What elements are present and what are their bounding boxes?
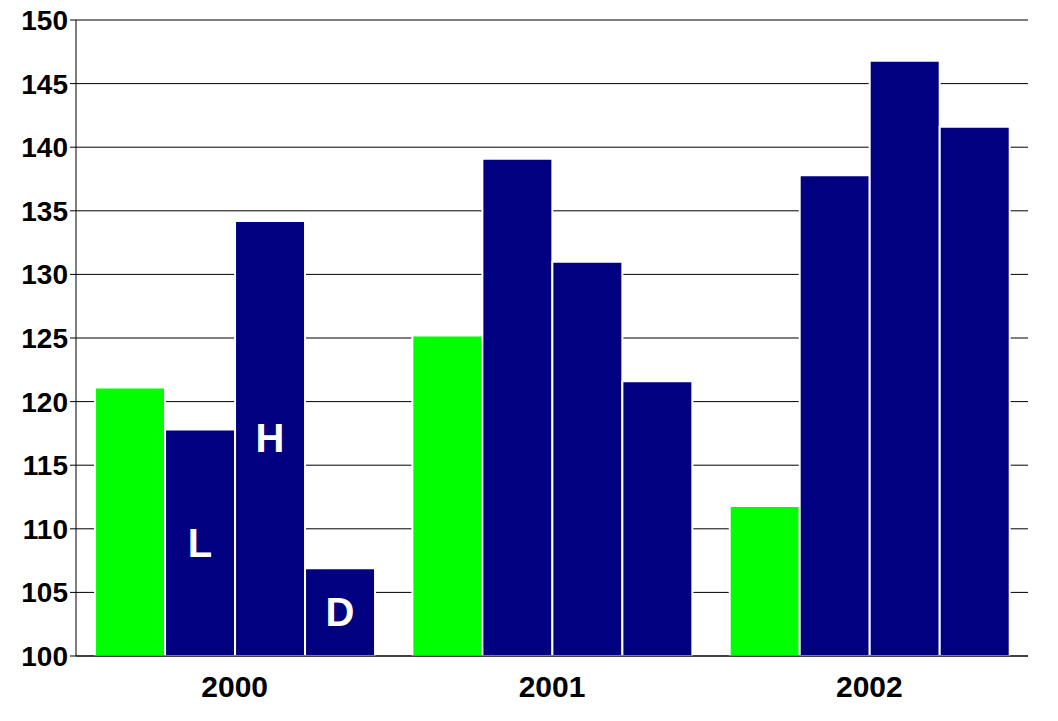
svg-text:110: 110 (23, 514, 68, 545)
svg-text:100: 100 (21, 641, 68, 672)
svg-text:115: 115 (23, 450, 68, 481)
svg-text:125: 125 (21, 323, 68, 354)
svg-text:2001: 2001 (519, 670, 586, 703)
svg-text:H: H (256, 416, 285, 460)
svg-text:135: 135 (21, 196, 68, 227)
svg-text:145: 145 (21, 69, 68, 100)
svg-text:130: 130 (21, 259, 68, 290)
svg-text:120: 120 (21, 387, 68, 418)
svg-text:2000: 2000 (201, 670, 268, 703)
svg-text:150: 150 (21, 5, 68, 36)
svg-text:L: L (188, 521, 212, 565)
svg-text:140: 140 (21, 132, 68, 163)
svg-text:D: D (326, 590, 355, 634)
svg-text:105: 105 (21, 577, 68, 608)
svg-text:2002: 2002 (836, 670, 903, 703)
